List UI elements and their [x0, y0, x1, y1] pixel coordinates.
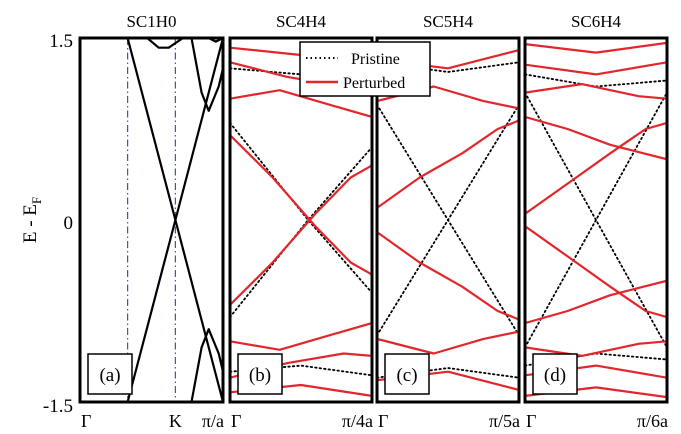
panel-title: SC6H4 — [571, 12, 622, 31]
x-tick-label: K — [169, 411, 182, 431]
perturbed-band — [525, 61, 667, 76]
band-line — [126, 38, 223, 402]
band-line — [146, 38, 185, 49]
perturbed-band — [525, 225, 667, 319]
panel-title: SC1H0 — [126, 12, 176, 31]
x-tick-label: π/4a — [342, 411, 373, 431]
panel-frame — [228, 36, 374, 404]
perturbed-band — [230, 89, 372, 119]
plot-area — [377, 48, 519, 391]
panel-label: (b) — [249, 365, 271, 386]
panel-label-box — [532, 353, 578, 395]
panel-label: (a) — [99, 365, 120, 386]
panel-title: SC4H4 — [276, 12, 327, 31]
pristine-band — [525, 91, 667, 349]
y-axis-label-sub: F — [29, 197, 44, 204]
panel-label: (c) — [396, 365, 417, 386]
legend: Pristine Perturbed — [299, 41, 431, 97]
x-tick-label: Γ — [526, 411, 536, 431]
x-tick-label: π/6a — [637, 411, 668, 431]
y-axis-label: E - EF — [20, 197, 44, 243]
perturbed-band — [525, 41, 667, 54]
panel-frame — [375, 36, 521, 404]
panel-3: SC5H4 (c) Γ π/5a — [375, 12, 521, 431]
band-line — [190, 328, 223, 402]
pristine-band — [230, 122, 372, 294]
panel-4: SC6H4 (d) Γ π/6a — [523, 12, 669, 431]
perturbed-band — [377, 231, 519, 321]
x-tick-label: π/5a — [489, 411, 520, 431]
legend-pristine-label: Pristine — [351, 51, 400, 68]
plot-area — [126, 38, 223, 402]
panel-label-box — [237, 353, 283, 395]
panel-2: SC4H4 (b) Γ π/4a — [228, 12, 374, 431]
pristine-band — [230, 146, 372, 319]
perturbed-band — [230, 134, 372, 276]
pristine-band — [525, 73, 667, 88]
perturbed-band — [525, 340, 667, 357]
svg-text:E - EF: E - EF — [20, 197, 44, 243]
y-axis-label-main: E - E — [20, 204, 41, 243]
legend-box — [299, 41, 431, 97]
panel-label: (d) — [544, 365, 566, 386]
panel-label-box — [87, 353, 133, 395]
y-tick-label-bottom: -1.5 — [43, 396, 73, 417]
perturbed-band — [525, 82, 667, 100]
x-tick-label: Γ — [378, 411, 388, 431]
x-tick-label: π/a — [202, 411, 224, 431]
panel-title: SC5H4 — [423, 12, 474, 31]
perturbed-band — [230, 322, 372, 351]
plot-area — [230, 42, 372, 397]
x-tick-label: Γ — [81, 411, 91, 431]
plot-area — [525, 41, 667, 399]
panel-label-box — [384, 353, 430, 395]
panel-frame — [78, 36, 225, 404]
perturbed-band — [525, 115, 667, 161]
legend-perturbed-label: Perturbed — [343, 75, 405, 92]
pristine-band — [377, 103, 519, 337]
y-tick-label-zero: 0 — [64, 213, 74, 234]
perturbed-band — [377, 119, 519, 209]
panel-frame — [523, 36, 669, 404]
perturbed-band — [525, 121, 667, 215]
perturbed-band — [525, 279, 667, 325]
perturbed-band — [230, 164, 372, 306]
perturbed-band — [377, 330, 519, 355]
x-tick-label: Γ — [231, 411, 241, 431]
y-tick-label-top: 1.5 — [49, 31, 73, 52]
band-line — [190, 38, 223, 112]
